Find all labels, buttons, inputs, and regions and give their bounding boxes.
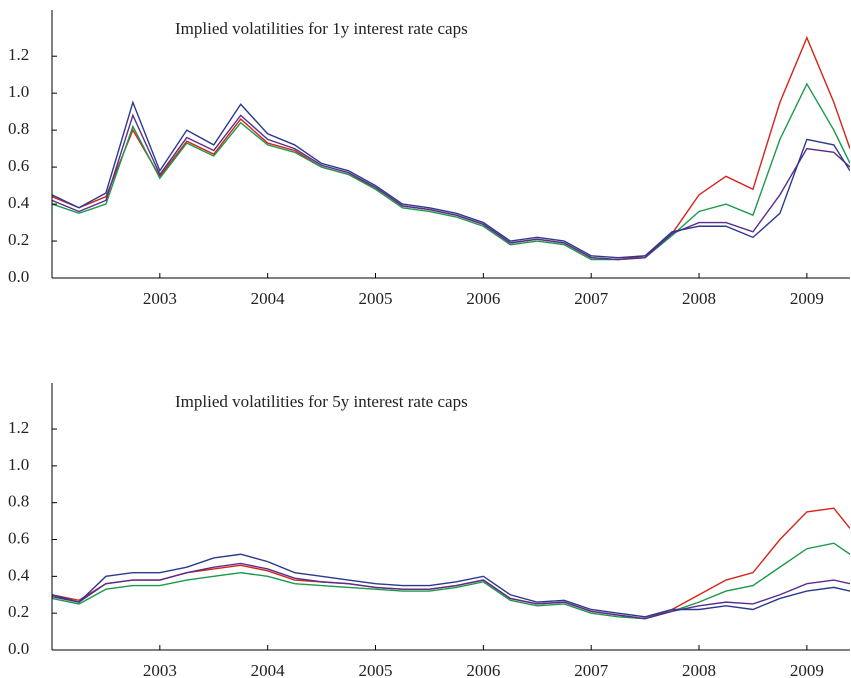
panel: 0.0 0.2 0.4 0.6 0.8 1.0 1.2 2003 2004 2005 2006 200… — [8, 10, 850, 308]
x-tick-label: 2005 — [359, 289, 393, 308]
y-tick-label: 0.6 — [8, 528, 29, 547]
series-line — [52, 35, 850, 261]
x-tick-label: 2006 — [466, 289, 500, 308]
x-tick-label: 2009 — [790, 289, 824, 308]
series-line — [52, 553, 850, 618]
series-line — [52, 100, 850, 259]
y-tick-label: 0.8 — [8, 492, 29, 511]
y-tick-label: 0.0 — [8, 267, 29, 286]
y-tick-label: 0.2 — [8, 602, 29, 621]
y-tick-label: 0.4 — [8, 565, 30, 584]
y-tick-label: 0.6 — [8, 156, 29, 175]
y-tick-label: 0.8 — [8, 119, 29, 138]
x-tick-label: 2006 — [466, 661, 500, 678]
x-tick-label: 2009 — [790, 661, 824, 678]
chart-title: Implied volatilities for 5y interest rat… — [175, 392, 468, 411]
series-line — [52, 562, 850, 620]
y-tick-label: 1.0 — [8, 82, 29, 101]
y-tick-label: 1.0 — [8, 455, 29, 474]
x-tick-label: 2007 — [574, 289, 609, 308]
x-tick-label: 2003 — [143, 289, 177, 308]
y-tick-label: 0.2 — [8, 230, 29, 249]
y-tick-label: 1.2 — [8, 45, 29, 64]
x-tick-label: 2008 — [682, 661, 716, 678]
x-tick-label: 2003 — [143, 661, 177, 678]
x-tick-label: 2004 — [251, 289, 286, 308]
x-tick-label: 2008 — [682, 289, 716, 308]
y-tick-label: 0.0 — [8, 639, 29, 658]
panel: 0.0 0.2 0.4 0.6 0.8 1.0 1.2 2003 2004 2005 2006 200… — [8, 383, 850, 678]
x-tick-label: 2004 — [251, 661, 286, 678]
y-tick-label: 1.2 — [8, 418, 29, 437]
series-line — [52, 82, 850, 261]
chart-title: Implied volatilities for 1y interest rat… — [175, 19, 468, 38]
x-tick-label: 2005 — [359, 661, 393, 678]
x-tick-label: 2007 — [574, 661, 609, 678]
series-line — [52, 113, 850, 261]
series-line — [52, 542, 850, 620]
y-tick-label: 0.4 — [8, 193, 30, 212]
